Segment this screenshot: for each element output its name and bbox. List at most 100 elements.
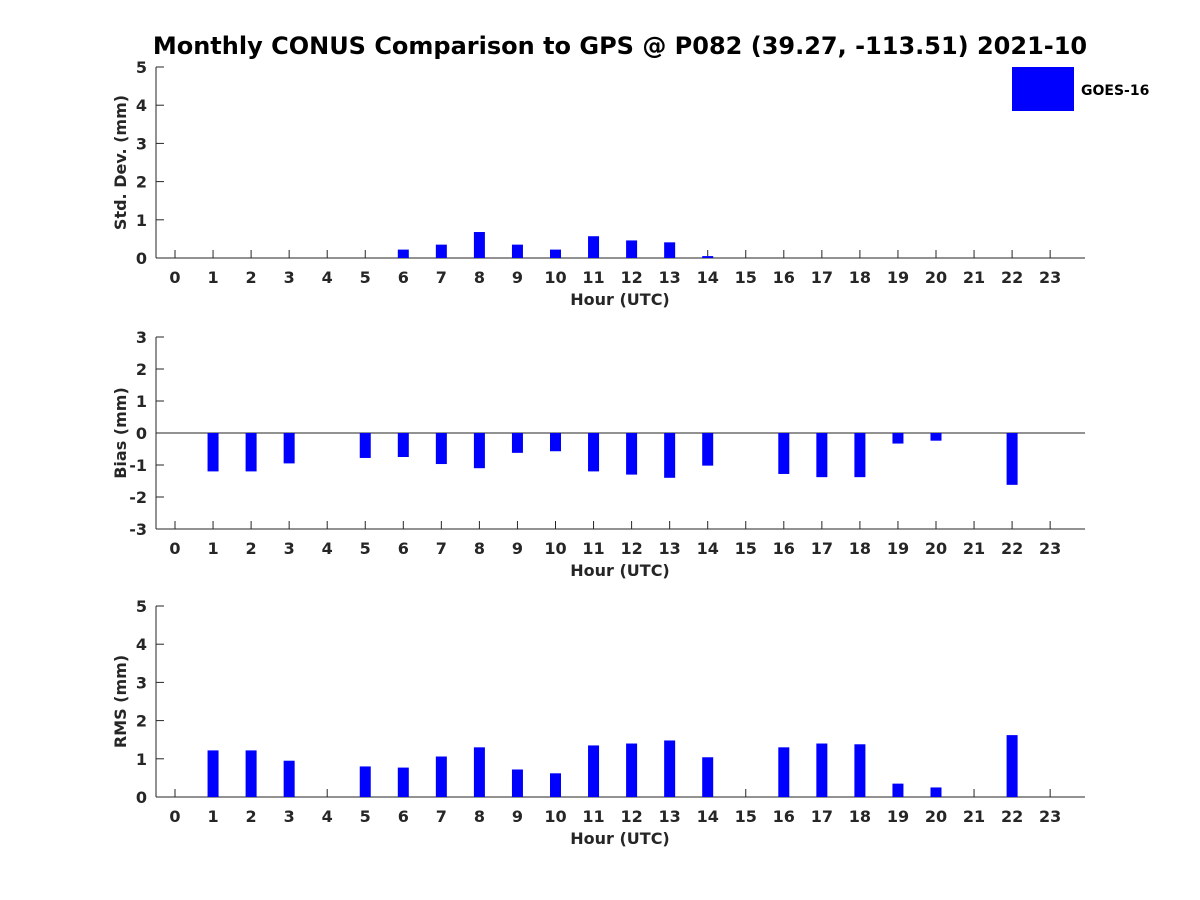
x-tick-label: 6 bbox=[398, 539, 409, 558]
x-tick-label: 17 bbox=[811, 807, 833, 826]
bar bbox=[588, 236, 600, 258]
x-tick-label: 5 bbox=[360, 268, 371, 287]
x-tick-label: 3 bbox=[284, 268, 295, 287]
legend: GOES-16 bbox=[1012, 67, 1149, 111]
bar bbox=[816, 743, 828, 797]
x-tick-label: 1 bbox=[207, 807, 218, 826]
y-tick-label: -3 bbox=[129, 520, 147, 539]
x-tick-label: 8 bbox=[474, 539, 485, 558]
x-tick-label: 17 bbox=[811, 268, 833, 287]
x-tick-label: 16 bbox=[773, 807, 795, 826]
bar bbox=[778, 747, 790, 797]
x-tick-label: 1 bbox=[207, 268, 218, 287]
x-tick-label: 11 bbox=[582, 807, 604, 826]
x-tick-label: 10 bbox=[544, 268, 566, 287]
x-tick-label: 9 bbox=[512, 807, 523, 826]
bar bbox=[702, 433, 714, 466]
bar bbox=[245, 750, 257, 797]
bar bbox=[435, 433, 447, 465]
x-tick-label: 15 bbox=[735, 539, 757, 558]
x-tick-label: 2 bbox=[246, 807, 257, 826]
bar bbox=[550, 433, 561, 452]
x-tick-label: 7 bbox=[436, 807, 447, 826]
bar bbox=[473, 232, 485, 258]
x-tick-label: 21 bbox=[963, 539, 985, 558]
x-tick-label: 3 bbox=[284, 539, 295, 558]
y-tick-label: 5 bbox=[136, 597, 147, 616]
bar bbox=[778, 433, 790, 474]
y-tick-label: 0 bbox=[136, 788, 147, 807]
x-tick-label: 10 bbox=[544, 807, 566, 826]
chart-title: Monthly CONUS Comparison to GPS @ P082 (… bbox=[153, 32, 1087, 60]
bar bbox=[854, 744, 866, 797]
bar bbox=[664, 242, 676, 258]
x-tick-label: 18 bbox=[849, 539, 871, 558]
x-tick-label: 12 bbox=[620, 539, 642, 558]
bar bbox=[207, 433, 219, 472]
x-tick-label: 23 bbox=[1039, 807, 1061, 826]
bar bbox=[397, 767, 409, 797]
bar bbox=[702, 757, 714, 797]
y-tick-label: 5 bbox=[136, 58, 147, 77]
x-tick-label: 12 bbox=[620, 268, 642, 287]
x-tick-label: 21 bbox=[963, 268, 985, 287]
bar bbox=[511, 433, 523, 453]
bar bbox=[245, 433, 257, 472]
bar bbox=[473, 433, 485, 469]
bar bbox=[626, 743, 638, 797]
x-tick-label: 13 bbox=[659, 807, 681, 826]
y-tick-label: 1 bbox=[136, 211, 147, 230]
x-tick-label: 1 bbox=[207, 539, 218, 558]
y-tick-label: 0 bbox=[136, 249, 147, 268]
bar bbox=[816, 433, 828, 478]
x-tick-label: 9 bbox=[512, 539, 523, 558]
x-tick-label: 19 bbox=[887, 807, 909, 826]
bar bbox=[892, 783, 904, 797]
x-tick-label: 2 bbox=[246, 268, 257, 287]
x-tick-label: 15 bbox=[735, 268, 757, 287]
y-tick-label: 1 bbox=[136, 750, 147, 769]
x-tick-label: 5 bbox=[360, 539, 371, 558]
x-tick-label: 3 bbox=[284, 807, 295, 826]
x-tick-label: 19 bbox=[887, 268, 909, 287]
bar bbox=[207, 750, 219, 797]
x-tick-label: 23 bbox=[1039, 539, 1061, 558]
y-tick-label: 2 bbox=[136, 173, 147, 192]
x-tick-label: 9 bbox=[512, 268, 523, 287]
x-axis-label: Hour (UTC) bbox=[570, 561, 670, 580]
y-axis-label: Std. Dev. (mm) bbox=[111, 95, 130, 230]
bar bbox=[626, 240, 638, 258]
x-tick-label: 6 bbox=[398, 268, 409, 287]
x-axis-label: Hour (UTC) bbox=[570, 290, 670, 309]
bar bbox=[1006, 433, 1018, 485]
y-tick-label: -2 bbox=[129, 488, 147, 507]
bar bbox=[397, 433, 409, 457]
bar bbox=[283, 433, 295, 464]
x-tick-label: 10 bbox=[544, 539, 566, 558]
x-tick-label: 13 bbox=[659, 268, 681, 287]
bar bbox=[550, 249, 561, 258]
x-tick-label: 12 bbox=[620, 807, 642, 826]
bar bbox=[359, 766, 371, 797]
x-tick-label: 15 bbox=[735, 807, 757, 826]
x-tick-label: 20 bbox=[925, 539, 947, 558]
x-tick-label: 23 bbox=[1039, 268, 1061, 287]
bar bbox=[588, 433, 600, 472]
x-tick-label: 6 bbox=[398, 807, 409, 826]
x-tick-label: 8 bbox=[474, 268, 485, 287]
legend-label: GOES-16 bbox=[1081, 83, 1149, 99]
x-tick-label: 19 bbox=[887, 539, 909, 558]
x-tick-label: 17 bbox=[811, 539, 833, 558]
bar bbox=[511, 244, 523, 258]
bar bbox=[664, 433, 676, 478]
x-tick-label: 20 bbox=[925, 807, 947, 826]
y-tick-label: 0 bbox=[136, 424, 147, 443]
y-axis-label: RMS (mm) bbox=[111, 655, 130, 748]
x-tick-label: 7 bbox=[436, 539, 447, 558]
x-tick-label: 0 bbox=[169, 807, 180, 826]
x-tick-label: 5 bbox=[360, 807, 371, 826]
bar bbox=[892, 433, 904, 444]
bar bbox=[930, 433, 942, 441]
